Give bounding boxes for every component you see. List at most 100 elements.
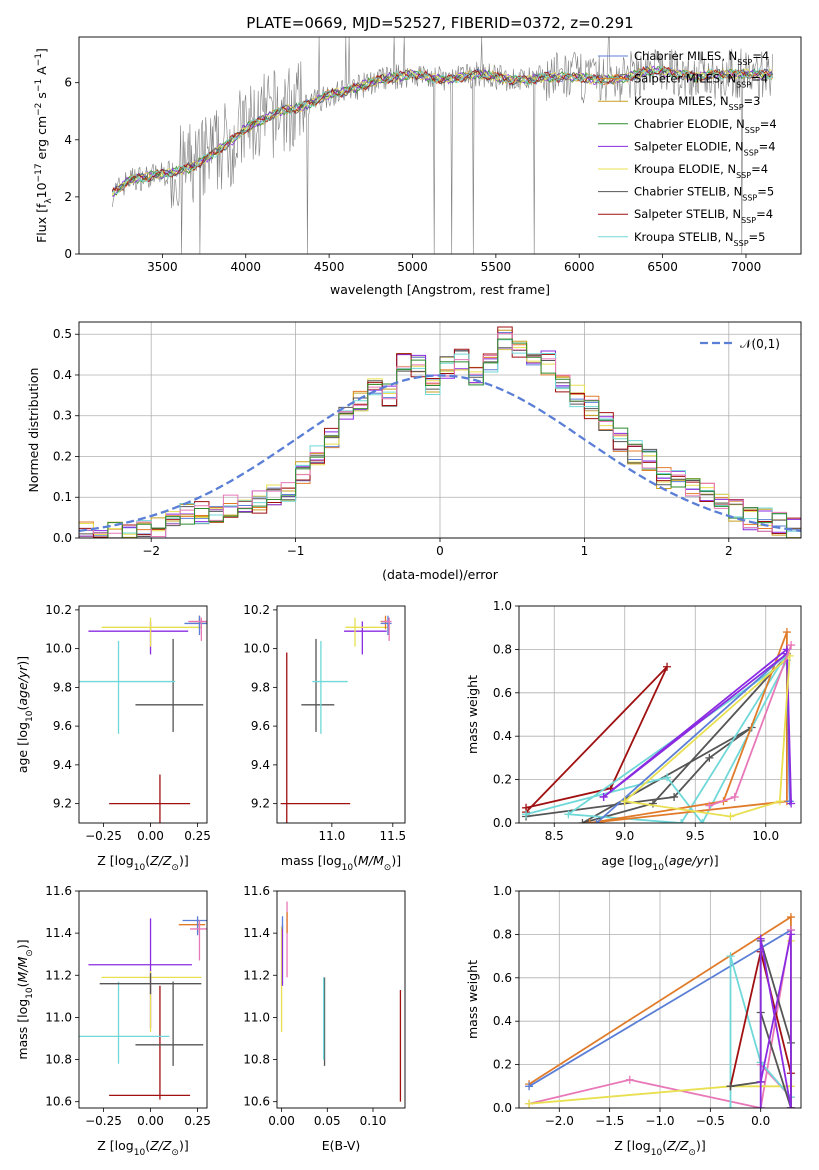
x-tick-label: 5500 xyxy=(481,260,512,274)
gaussian-curve xyxy=(79,374,801,533)
x-tick-label: 4000 xyxy=(230,260,261,274)
weight-marker xyxy=(726,812,735,821)
x-tick-label: −1.0 xyxy=(645,1114,674,1128)
plot-area xyxy=(525,913,795,1108)
weight-line xyxy=(730,940,792,1108)
legend-label: Kroupa STELIB, NSSP=5 xyxy=(634,230,765,248)
weight-marker xyxy=(787,641,796,650)
x-tick-label: 2 xyxy=(725,544,733,558)
x-tick-label: 0.25 xyxy=(184,1114,211,1128)
x-tick-label: 0.00 xyxy=(137,829,164,843)
panel-age_vs_mass: 11.0 11.5 9.2 9.4 9.6 9.8 10.0 10.2 mass [log10(… xyxy=(243,603,406,873)
y-axis-label: Flux [fλ10−17 erg cm−2 s−1 A−1] xyxy=(34,48,54,243)
y-axis-label: mass weight xyxy=(465,960,480,1039)
weight-marker xyxy=(705,801,714,810)
y-tick-label: 4 xyxy=(64,133,72,147)
y-tick-label: 10.2 xyxy=(243,603,270,617)
y-tick-label: 11.6 xyxy=(45,884,72,898)
legend-label: Salpeter ELODIE, NSSP=4 xyxy=(634,139,776,157)
x-axis-label: mass [log10(M/M⊙)] xyxy=(281,853,401,873)
plot-area xyxy=(79,615,207,823)
histogram-series xyxy=(79,338,801,538)
y-axis-label: mass weight xyxy=(465,675,480,754)
x-axis-label: age [log10(age/yr)] xyxy=(601,853,718,873)
y-tick-label: 0.6 xyxy=(493,686,512,700)
y-tick-label: 0.0 xyxy=(53,531,72,545)
weight-line xyxy=(603,647,792,804)
weight-marker xyxy=(726,952,735,961)
legend-label: Kroupa ELODIE, NSSP=4 xyxy=(634,162,768,180)
y-tick-label: 10.6 xyxy=(45,1095,72,1109)
x-tick-label: 5000 xyxy=(397,260,428,274)
weight-marker xyxy=(730,792,739,801)
weight-marker xyxy=(564,810,573,819)
weight-marker xyxy=(677,819,686,823)
plot-area xyxy=(280,901,402,1102)
y-tick-label: 0.2 xyxy=(493,773,512,787)
x-tick-label: 0.05 xyxy=(314,1114,341,1128)
x-tick-label: 0.00 xyxy=(268,1114,295,1128)
y-tick-label: 11.2 xyxy=(45,968,72,982)
x-tick-label: 0.25 xyxy=(184,829,211,843)
axes-frame xyxy=(78,890,208,1109)
axes-frame xyxy=(518,890,802,1109)
y-axis-label: age [log10(age/yr)] xyxy=(15,656,35,773)
panel-weight_vs_Z: −2.0 −1.5 −1.0 −0.5 0.0 0.0 0.2 0.4 0.6 0.8 1.0 Z [… xyxy=(465,884,802,1158)
weight-line xyxy=(589,631,788,823)
y-tick-label: 9.4 xyxy=(53,758,72,772)
y-tick-label: 0.4 xyxy=(493,729,512,743)
y-tick-label: 2 xyxy=(64,190,72,204)
y-tick-label: 0.2 xyxy=(53,449,72,463)
x-axis-label: Z [log10(Z/Z⊙)] xyxy=(614,1138,705,1158)
weight-marker xyxy=(705,753,714,762)
x-axis-label: wavelength [Angstrom, rest frame] xyxy=(330,282,550,297)
legend-label: Kroupa MILES, NSSP=3 xyxy=(634,94,760,112)
weight-marker xyxy=(663,773,672,782)
y-tick-label: 9.8 xyxy=(53,680,72,694)
x-tick-label: −0.25 xyxy=(85,1114,122,1128)
weight-marker xyxy=(525,1082,534,1091)
axes-frame xyxy=(276,605,406,824)
x-tick-label: 4500 xyxy=(314,260,345,274)
y-tick-label: 10.6 xyxy=(243,1095,270,1109)
weight-marker xyxy=(698,819,707,823)
y-axis-label: Normed distribution xyxy=(26,368,41,493)
y-tick-label: 0.4 xyxy=(493,1014,512,1028)
x-tick-label: −2.0 xyxy=(545,1114,574,1128)
y-tick-label: 0.8 xyxy=(493,642,512,656)
x-tick-label: 0.10 xyxy=(360,1114,387,1128)
weight-line xyxy=(525,666,668,813)
y-tick-label: 0.1 xyxy=(53,490,72,504)
y-tick-label: 10.0 xyxy=(45,642,72,656)
model-spectrum-line xyxy=(111,66,774,195)
y-axis-label: mass [log10(M/M⊙)] xyxy=(15,939,35,1059)
y-tick-label: 11.2 xyxy=(243,968,270,982)
y-tick-label: 11.6 xyxy=(243,884,270,898)
y-tick-label: 10.8 xyxy=(45,1053,72,1067)
plot-area xyxy=(280,615,392,823)
model-spectrum-line xyxy=(112,65,773,197)
weight-marker xyxy=(775,797,784,806)
weight-marker xyxy=(670,792,679,801)
y-tick-label: 1.0 xyxy=(493,884,512,898)
weight-marker xyxy=(726,1082,735,1091)
y-tick-label: 9.2 xyxy=(53,797,72,811)
y-tick-label: 0.3 xyxy=(53,409,72,423)
y-tick-label: 0.6 xyxy=(493,971,512,985)
legend-label: Salpeter MILES, NSSP=4 xyxy=(634,72,768,90)
legend: Chabrier MILES, NSSP=4 Salpeter MILES, NS… xyxy=(598,49,777,247)
y-tick-label: 11.4 xyxy=(243,926,270,940)
panel-residuals: −2 −1 0 1 2 0.0 0.1 0.2 0.3 0.4 0.5 𝒩(0,1) (data-mod… xyxy=(26,321,802,582)
x-tick-label: 11.0 xyxy=(318,829,345,843)
plot-area xyxy=(111,37,774,254)
y-tick-label: 11.4 xyxy=(45,926,72,940)
y-tick-label: 11.0 xyxy=(45,1010,72,1024)
axes-frame xyxy=(78,605,208,824)
x-tick-label: 6500 xyxy=(647,260,678,274)
axes-frame xyxy=(78,36,802,255)
x-axis-label: Z [log10(Z/Z⊙)] xyxy=(97,853,188,873)
x-tick-label: 6000 xyxy=(564,260,595,274)
weight-line xyxy=(729,955,792,1108)
legend-label: 𝒩(0,1) xyxy=(740,337,780,351)
